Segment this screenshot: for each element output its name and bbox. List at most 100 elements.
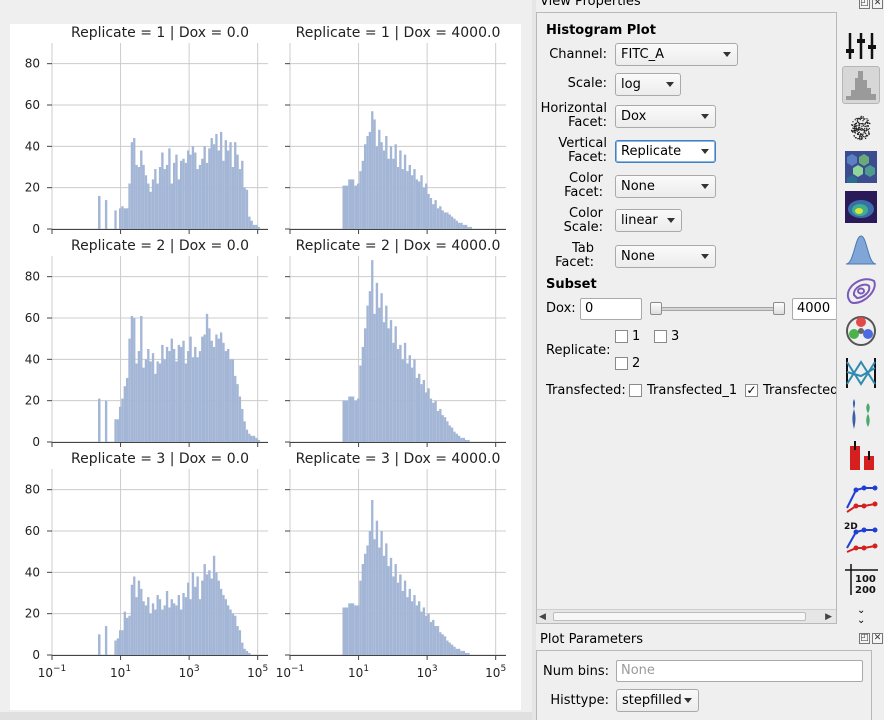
histogram-bar <box>255 224 258 229</box>
histogram-bar <box>368 531 372 655</box>
chevron-down-icon <box>701 149 709 154</box>
channel-select[interactable]: FITC_A <box>615 43 738 66</box>
table-view-button[interactable]: 100 200 <box>842 560 880 598</box>
scale-select[interactable]: log <box>615 73 681 96</box>
close-dock-icon[interactable]: ✕ <box>872 0 883 9</box>
y-tick-label: 40 <box>25 352 40 366</box>
histogram-bar <box>250 435 253 442</box>
dox-range-track[interactable] <box>655 307 780 311</box>
histogram-bar <box>392 342 395 442</box>
stats-1d-button[interactable] <box>842 478 880 516</box>
vertical-facet-label-line2: Facet: <box>568 150 607 165</box>
histogram-bar <box>441 210 444 229</box>
horizontal-facet-select[interactable]: Dox <box>615 105 716 128</box>
threshold-tool-button[interactable] <box>842 27 880 65</box>
histogram-bar <box>137 580 141 655</box>
histogram-bar <box>231 359 235 442</box>
hexbin-plot-button[interactable] <box>842 148 880 186</box>
histogram-bar <box>161 152 164 229</box>
transfected-2-checkbox[interactable]: ✓ <box>745 383 758 397</box>
histogram-bar <box>434 200 437 229</box>
histogram-bar <box>125 617 129 655</box>
kde-1d-plot-button[interactable] <box>842 230 880 268</box>
view-properties-dock: View Properties ◰ ✕ Histogram Plot Chann… <box>536 0 884 628</box>
replicate-2-checkbox[interactable] <box>615 357 628 370</box>
histogram-bar <box>114 640 117 655</box>
violin-plot-button[interactable] <box>842 395 880 433</box>
transfected-1-checkbox[interactable] <box>629 384 642 397</box>
histogram-bar <box>116 638 119 655</box>
histogram-bar <box>450 644 454 655</box>
table-number-2: 200 <box>855 585 876 596</box>
histogram-bar <box>382 322 386 442</box>
kde-2d-plot-button[interactable] <box>842 271 880 309</box>
histogram-bar <box>165 346 169 442</box>
histogram-bar <box>366 305 369 442</box>
histogram-bar <box>394 564 397 655</box>
facet-panel: Replicate = 2 | Dox = 0.0 0 20 40 60 80 <box>25 238 268 449</box>
histogram-bar <box>133 318 136 442</box>
histogram-bar <box>196 576 199 655</box>
histogram-bar <box>382 150 386 229</box>
histogram-bar <box>142 164 145 229</box>
histogram-bar <box>257 226 260 229</box>
horizontal-scrollbar[interactable]: ◀ ▶ <box>537 609 836 623</box>
float-dock-icon[interactable]: ◰ <box>859 0 870 9</box>
histogram-bar <box>363 328 367 442</box>
x-tick-label: 10−1 <box>38 664 67 680</box>
histogram-bar <box>180 160 183 229</box>
histtype-select[interactable]: stepfilled <box>616 689 699 712</box>
num-bins-input[interactable]: None <box>616 660 863 682</box>
histogram-bar <box>231 613 235 655</box>
histogram-bar <box>361 160 364 229</box>
histogram-bar <box>151 603 155 655</box>
color-facet-select[interactable]: None <box>615 175 716 198</box>
chevron-down-icon <box>667 218 675 223</box>
histogram-bar <box>98 398 101 442</box>
stats-2d-button[interactable]: 2D <box>842 518 880 556</box>
dox-max-handle[interactable] <box>773 302 785 315</box>
histogram-bar <box>450 427 454 442</box>
bead-calibration-button[interactable] <box>842 312 880 350</box>
histogram-bar <box>252 224 256 229</box>
toolbar-more-icon[interactable]: ⌄ ⌄ <box>857 605 866 626</box>
horizontal-facet-label-line1: Horizontal <box>540 101 607 116</box>
dox-min-handle[interactable] <box>650 302 662 315</box>
histogram-bar <box>363 553 367 655</box>
histogram-bar <box>201 336 204 442</box>
color-scale-select[interactable]: linear <box>615 209 682 232</box>
histogram-bar <box>385 543 388 655</box>
vertical-facet-label-line1: Vertical <box>558 136 607 151</box>
histogram-bar <box>241 642 244 655</box>
histogram-bar <box>142 367 145 442</box>
dox-min-input[interactable]: 0 <box>580 298 642 320</box>
replicate-3-checkbox[interactable] <box>654 330 667 343</box>
histogram-bar <box>187 150 190 229</box>
scroll-left-icon[interactable]: ◀ <box>539 612 546 622</box>
close-dock-icon[interactable]: ✕ <box>872 633 883 644</box>
facet-panel: Replicate = 3 | Dox = 0.0 0 20 40 60 80 10−1 10… <box>25 451 268 680</box>
scroll-right-icon[interactable]: ▶ <box>825 612 832 622</box>
plot-parameters-panel: Num bins: None Histtype: stepfilled <box>536 650 872 720</box>
histogram-bar <box>363 144 367 229</box>
x-tick-label: 103 <box>179 664 200 680</box>
histogram-bar <box>140 588 143 655</box>
scrollbar-thumb[interactable] <box>553 612 806 621</box>
plot-type-heading: Histogram Plot <box>546 23 656 38</box>
float-dock-icon[interactable]: ◰ <box>859 633 870 644</box>
histogram-bar <box>382 555 386 655</box>
histogram-bar <box>432 402 435 442</box>
vertical-facet-select[interactable]: Replicate <box>615 140 716 163</box>
facet-panel: Replicate = 1 | Dox = 4000.0 <box>285 25 506 234</box>
bar-chart-button[interactable] <box>842 436 880 474</box>
histogram-bar <box>425 392 428 442</box>
density-2d-plot-button[interactable] <box>842 188 880 226</box>
replicate-1-checkbox[interactable] <box>615 330 628 343</box>
dock-splitter[interactable] <box>532 0 536 720</box>
histogram-bar <box>378 547 381 655</box>
scatter-plot-button[interactable] <box>842 109 880 147</box>
tab-facet-select[interactable]: None <box>615 245 716 268</box>
histogram-plot-button[interactable] <box>842 66 880 104</box>
dox-max-input[interactable]: 4000 <box>792 298 836 320</box>
parallel-coordinates-button[interactable] <box>842 354 880 392</box>
